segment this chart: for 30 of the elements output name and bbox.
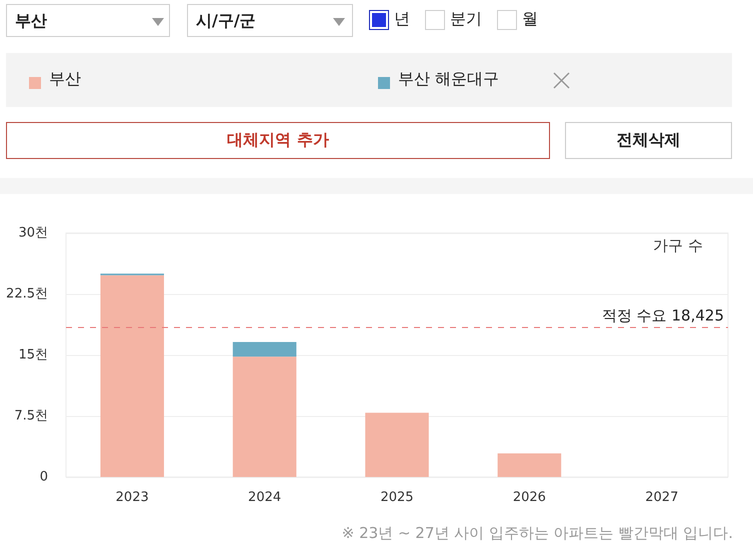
bar	[365, 412, 429, 477]
button[interactable]: 대체지역 추가	[6, 122, 550, 159]
ref-line-label: 적정 수요 18,425	[602, 306, 724, 325]
bar	[232, 356, 296, 477]
y-tick-label: 15천	[18, 348, 48, 362]
text: 년	[394, 9, 410, 30]
text: 분기	[450, 9, 482, 30]
x-tick-label: 2024	[248, 490, 282, 505]
y-axis-title: 가구 수	[653, 236, 704, 254]
x-tick-label: 2023	[116, 490, 149, 505]
y-tick-label: 7.5천	[14, 408, 48, 424]
button[interactable]: 전체삭제	[565, 122, 732, 159]
x-tick-label: 2025	[380, 490, 414, 505]
checkbox[interactable]	[497, 10, 517, 30]
legend-label: 부산	[49, 69, 81, 90]
y-tick-label: 22.5천	[6, 286, 48, 302]
checkbox[interactable]	[425, 10, 445, 30]
legend-label: 부산 해운대구	[398, 69, 500, 90]
bar	[232, 342, 296, 357]
text: 월	[522, 9, 538, 30]
bar	[498, 453, 562, 477]
dropdown[interactable]: 시/구/군	[187, 4, 353, 37]
checked-checkbox[interactable]	[369, 10, 389, 30]
bar	[100, 275, 164, 477]
x-tick-label: 2027	[645, 490, 678, 505]
x-tick-label: 2026	[512, 490, 546, 505]
text: ※ 23년 ~ 27년 사이 입주하는 아파트는 빨간막대 입니다.	[342, 524, 733, 543]
y-tick-label: 0	[40, 470, 48, 484]
dropdown[interactable]: 부산	[6, 4, 170, 37]
y-tick-label: 30천	[18, 226, 48, 240]
